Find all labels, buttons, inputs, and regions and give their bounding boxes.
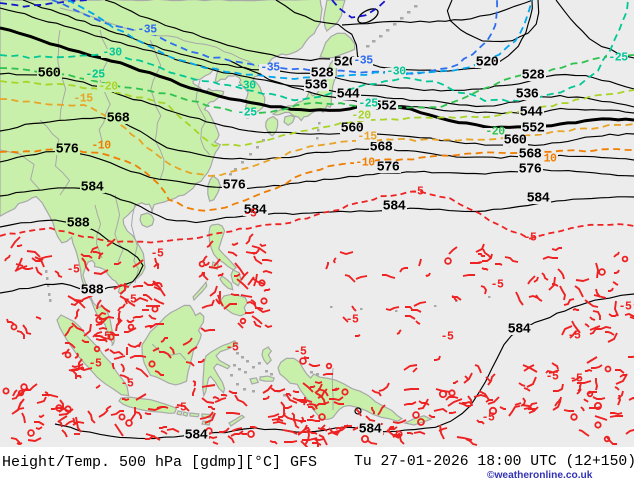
svg-text:584: 584 xyxy=(185,429,208,444)
svg-text:536: 536 xyxy=(305,79,328,94)
svg-text:10: 10 xyxy=(544,153,557,166)
svg-text:-35: -35 xyxy=(137,24,157,37)
svg-text:-25: -25 xyxy=(237,107,257,120)
svg-text:588: 588 xyxy=(67,217,90,232)
svg-text:-5: -5 xyxy=(570,373,583,386)
svg-text:-5: -5 xyxy=(244,208,257,221)
svg-text:-10: -10 xyxy=(91,140,111,153)
svg-text:-20: -20 xyxy=(351,110,371,123)
svg-text:-30: -30 xyxy=(236,80,256,93)
svg-text:560: 560 xyxy=(38,67,61,82)
svg-text:-5: -5 xyxy=(524,232,537,245)
svg-text:-5: -5 xyxy=(98,331,111,344)
svg-text:584: 584 xyxy=(527,192,550,207)
svg-text:552: 552 xyxy=(522,122,545,137)
svg-text:560: 560 xyxy=(504,134,527,149)
svg-text:-10: -10 xyxy=(355,157,375,170)
svg-text:-5: -5 xyxy=(67,264,80,277)
svg-text:560: 560 xyxy=(341,122,364,137)
svg-text:-5: -5 xyxy=(482,412,495,425)
svg-text:-5: -5 xyxy=(546,371,559,384)
svg-text:-5: -5 xyxy=(89,358,102,371)
svg-text:-5: -5 xyxy=(294,346,307,359)
svg-text:528: 528 xyxy=(522,69,545,84)
svg-text:584: 584 xyxy=(81,181,104,196)
svg-text:584: 584 xyxy=(244,204,267,219)
svg-text:552: 552 xyxy=(374,100,397,115)
svg-text:-5: -5 xyxy=(619,301,632,314)
svg-text:-5: -5 xyxy=(124,294,137,307)
svg-text:-30: -30 xyxy=(386,66,406,79)
svg-text:544: 544 xyxy=(520,106,543,121)
svg-text:-25: -25 xyxy=(85,69,105,82)
svg-text:576: 576 xyxy=(519,163,542,178)
svg-text:568: 568 xyxy=(107,112,130,127)
svg-text:520: 520 xyxy=(476,56,499,71)
svg-text:528: 528 xyxy=(311,67,334,82)
svg-text:588: 588 xyxy=(81,284,104,299)
svg-text:544: 544 xyxy=(337,88,360,103)
svg-text:568: 568 xyxy=(370,141,393,156)
svg-text:576: 576 xyxy=(56,143,79,158)
svg-text:-5: -5 xyxy=(491,279,504,292)
svg-text:-5: -5 xyxy=(121,378,134,391)
svg-text:-5: -5 xyxy=(174,402,187,415)
svg-text:584: 584 xyxy=(359,423,382,438)
svg-text:-35: -35 xyxy=(260,62,280,75)
svg-text:-5: -5 xyxy=(411,186,424,199)
svg-text:-5: -5 xyxy=(226,342,239,355)
svg-text:520: 520 xyxy=(334,56,357,71)
svg-text:576: 576 xyxy=(223,179,246,194)
svg-text:-20: -20 xyxy=(485,126,505,139)
svg-text:-5: -5 xyxy=(346,314,359,327)
svg-text:-25: -25 xyxy=(608,52,628,65)
svg-text:-15: -15 xyxy=(73,93,93,106)
svg-text:568: 568 xyxy=(519,148,542,163)
svg-text:-20: -20 xyxy=(98,81,118,94)
svg-text:-30: -30 xyxy=(102,47,122,60)
svg-text:584: 584 xyxy=(508,323,531,338)
svg-text:-5: -5 xyxy=(568,330,581,343)
svg-text:-5: -5 xyxy=(151,248,164,261)
svg-text:-25: -25 xyxy=(358,98,378,111)
svg-text:-35: -35 xyxy=(353,55,373,68)
svg-text:-15: -15 xyxy=(357,131,377,144)
svg-text:-5: -5 xyxy=(441,331,454,344)
svg-text:584: 584 xyxy=(383,200,406,215)
svg-text:576: 576 xyxy=(377,161,400,176)
svg-text:536: 536 xyxy=(516,88,539,103)
